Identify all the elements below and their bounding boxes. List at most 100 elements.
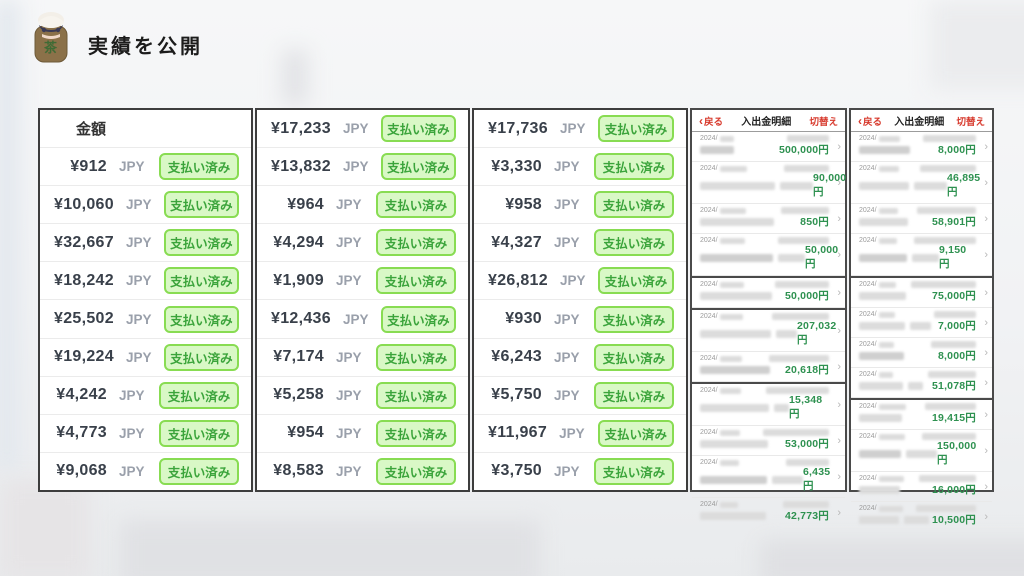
statement-row-top: 2024/ [700, 207, 829, 214]
amount-value: ¥4,242 [56, 386, 107, 404]
statement-row[interactable]: 2024/10,500円 › [851, 502, 992, 531]
paid-status-badge: 支払い済み [163, 229, 239, 257]
amount-row: ¥17,736 JPY 支払い済み [474, 110, 686, 149]
statement-row-bottom: 16,000円 [859, 482, 976, 497]
statement-description [700, 475, 803, 484]
statement-row-top: 2024/ [700, 135, 829, 142]
statement-row[interactable]: 2024/8,000円 › [851, 338, 992, 368]
statement-row[interactable]: 2024/6,435円 › [692, 456, 845, 498]
statement-row[interactable]: 2024/75,000円 › [851, 276, 992, 308]
statement-date: 2024/ [700, 355, 742, 362]
statement-row[interactable]: 2024/19,415円 › [851, 398, 992, 430]
date-prefix: 2024/ [700, 237, 718, 244]
statement-row[interactable]: 2024/46,895円 › [851, 162, 992, 204]
amount-row: ¥958 JPY 支払い済み [474, 186, 686, 225]
statement-header: ‹ 戻る 入出金明細 切替え [692, 110, 845, 132]
date-prefix: 2024/ [859, 237, 877, 244]
redacted-text [786, 459, 829, 466]
statement-row[interactable]: 2024/850円 › [692, 204, 845, 234]
redacted-text [763, 429, 829, 436]
statement-description [700, 403, 789, 412]
currency-label: JPY [336, 387, 362, 403]
amount-row: ¥11,967 JPY 支払い済み [474, 415, 686, 453]
back-button[interactable]: ‹ 戻る [699, 114, 723, 128]
statement-row-top: 2024/ [700, 237, 829, 244]
statement-row[interactable]: 2024/9,150円 › [851, 234, 992, 276]
amount-value: ¥25,502 [54, 310, 114, 328]
switch-button[interactable]: 切替え [809, 116, 838, 128]
paid-status-badge: 支払い済み [598, 115, 674, 143]
statement-date: 2024/ [700, 429, 740, 436]
statement-description [859, 145, 910, 154]
redacted-text [859, 413, 902, 422]
date-prefix: 2024/ [700, 429, 718, 436]
amount-row: ¥10,060 JPY 支払い済み [40, 186, 251, 225]
tea-jar-character-avatar: 茶 [30, 10, 72, 64]
statement-panel-2: ‹ 戻る 入出金明細 切替え 2024/8,000円 › 2024/46,895円 › 2024… [849, 108, 994, 526]
statement-row-bottom: 150,000円 [859, 440, 976, 467]
statement-amount: 53,000円 [784, 438, 829, 450]
statement-description [859, 321, 931, 330]
statement-date: 2024/ [700, 165, 747, 172]
currency-label: JPY [336, 235, 362, 251]
amount-row: ¥26,812 JPY 支払い済み [474, 262, 686, 301]
statement-row[interactable]: 2024/53,000円 › [692, 426, 845, 456]
redacted-text [700, 475, 767, 484]
paid-status-badge: 支払い済み [376, 381, 456, 409]
statement-row-bottom: 58,901円 [859, 214, 976, 229]
currency-label: JPY [554, 197, 580, 213]
statement-row[interactable]: 2024/15,348円 › [692, 382, 845, 426]
statement-description [859, 291, 906, 300]
currency-label: JPY [125, 197, 152, 213]
statement-row[interactable]: 2024/150,000円 › [851, 430, 992, 472]
statement-row[interactable]: 2024/58,901円 › [851, 204, 992, 234]
statement-description [859, 181, 947, 190]
date-prefix: 2024/ [700, 387, 718, 394]
redacted-text [700, 181, 775, 190]
statement-amount: 9,150円 [939, 244, 967, 270]
statement-row[interactable]: 2024/7,000円 › [851, 308, 992, 338]
paid-status-badge: 支払い済み [380, 305, 456, 333]
date-prefix: 2024/ [859, 475, 877, 482]
statement-row[interactable]: 2024/50,000円 › [692, 234, 845, 276]
amount-row: ¥4,242 JPY 支払い済み [40, 377, 251, 415]
statement-date: 2024/ [859, 281, 896, 288]
statement-row[interactable]: 2024/207,032円 › [692, 308, 845, 352]
redacted-text [778, 237, 829, 244]
statement-amount: 58,901円 [931, 216, 976, 228]
switch-button[interactable]: 切替え [956, 116, 985, 128]
statement-amount: 7,000円 [938, 320, 976, 332]
statement-row[interactable]: 2024/8,000円 › [851, 132, 992, 162]
currency-label: JPY [342, 121, 369, 137]
amount-value: ¥6,243 [491, 348, 542, 366]
statement-amount: 19,415円 [931, 412, 976, 424]
background-shape [0, 480, 90, 576]
statement-description [700, 291, 772, 300]
statement-row[interactable]: 2024/42,773円 › [692, 498, 845, 527]
redacted-text [772, 475, 803, 484]
redacted-text [719, 207, 746, 214]
amount-row: ¥4,327 JPY 支払い済み [474, 224, 686, 263]
statement-row[interactable]: 2024/500,000円 › [692, 132, 845, 162]
amount-row: ¥32,667 JPY 支払い済み [40, 224, 251, 263]
statement-row-bottom: 8,000円 [859, 348, 976, 363]
statement-row[interactable]: 2024/20,618円 › [692, 352, 845, 382]
currency-label: JPY [559, 121, 586, 137]
amount-row: ¥6,243 JPY 支払い済み [474, 339, 686, 377]
redacted-text [859, 321, 905, 330]
paid-status-badge: 支払い済み [159, 419, 239, 447]
statement-row[interactable]: 2024/51,078円 › [851, 368, 992, 398]
amount-value: ¥11,967 [488, 424, 548, 442]
amount-table-column-3: ¥17,736 JPY 支払い済み ¥3,330 JPY 支払い済み ¥958 JPY 支払い済… [472, 108, 688, 492]
statement-row[interactable]: 2024/90,000円 › [692, 162, 846, 204]
back-button[interactable]: ‹ 戻る [858, 114, 882, 128]
redacted-text [934, 311, 976, 318]
statement-row-top: 2024/ [700, 165, 829, 172]
redacted-text [719, 501, 738, 508]
statement-row[interactable]: 2024/16,000円 › [851, 472, 992, 502]
statement-row[interactable]: 2024/50,000円 › [692, 276, 845, 308]
paid-status-badge: 支払い済み [376, 457, 456, 485]
redacted-text [923, 135, 976, 142]
paid-status-badge: 支払い済み [594, 191, 674, 219]
redacted-text [878, 505, 903, 512]
